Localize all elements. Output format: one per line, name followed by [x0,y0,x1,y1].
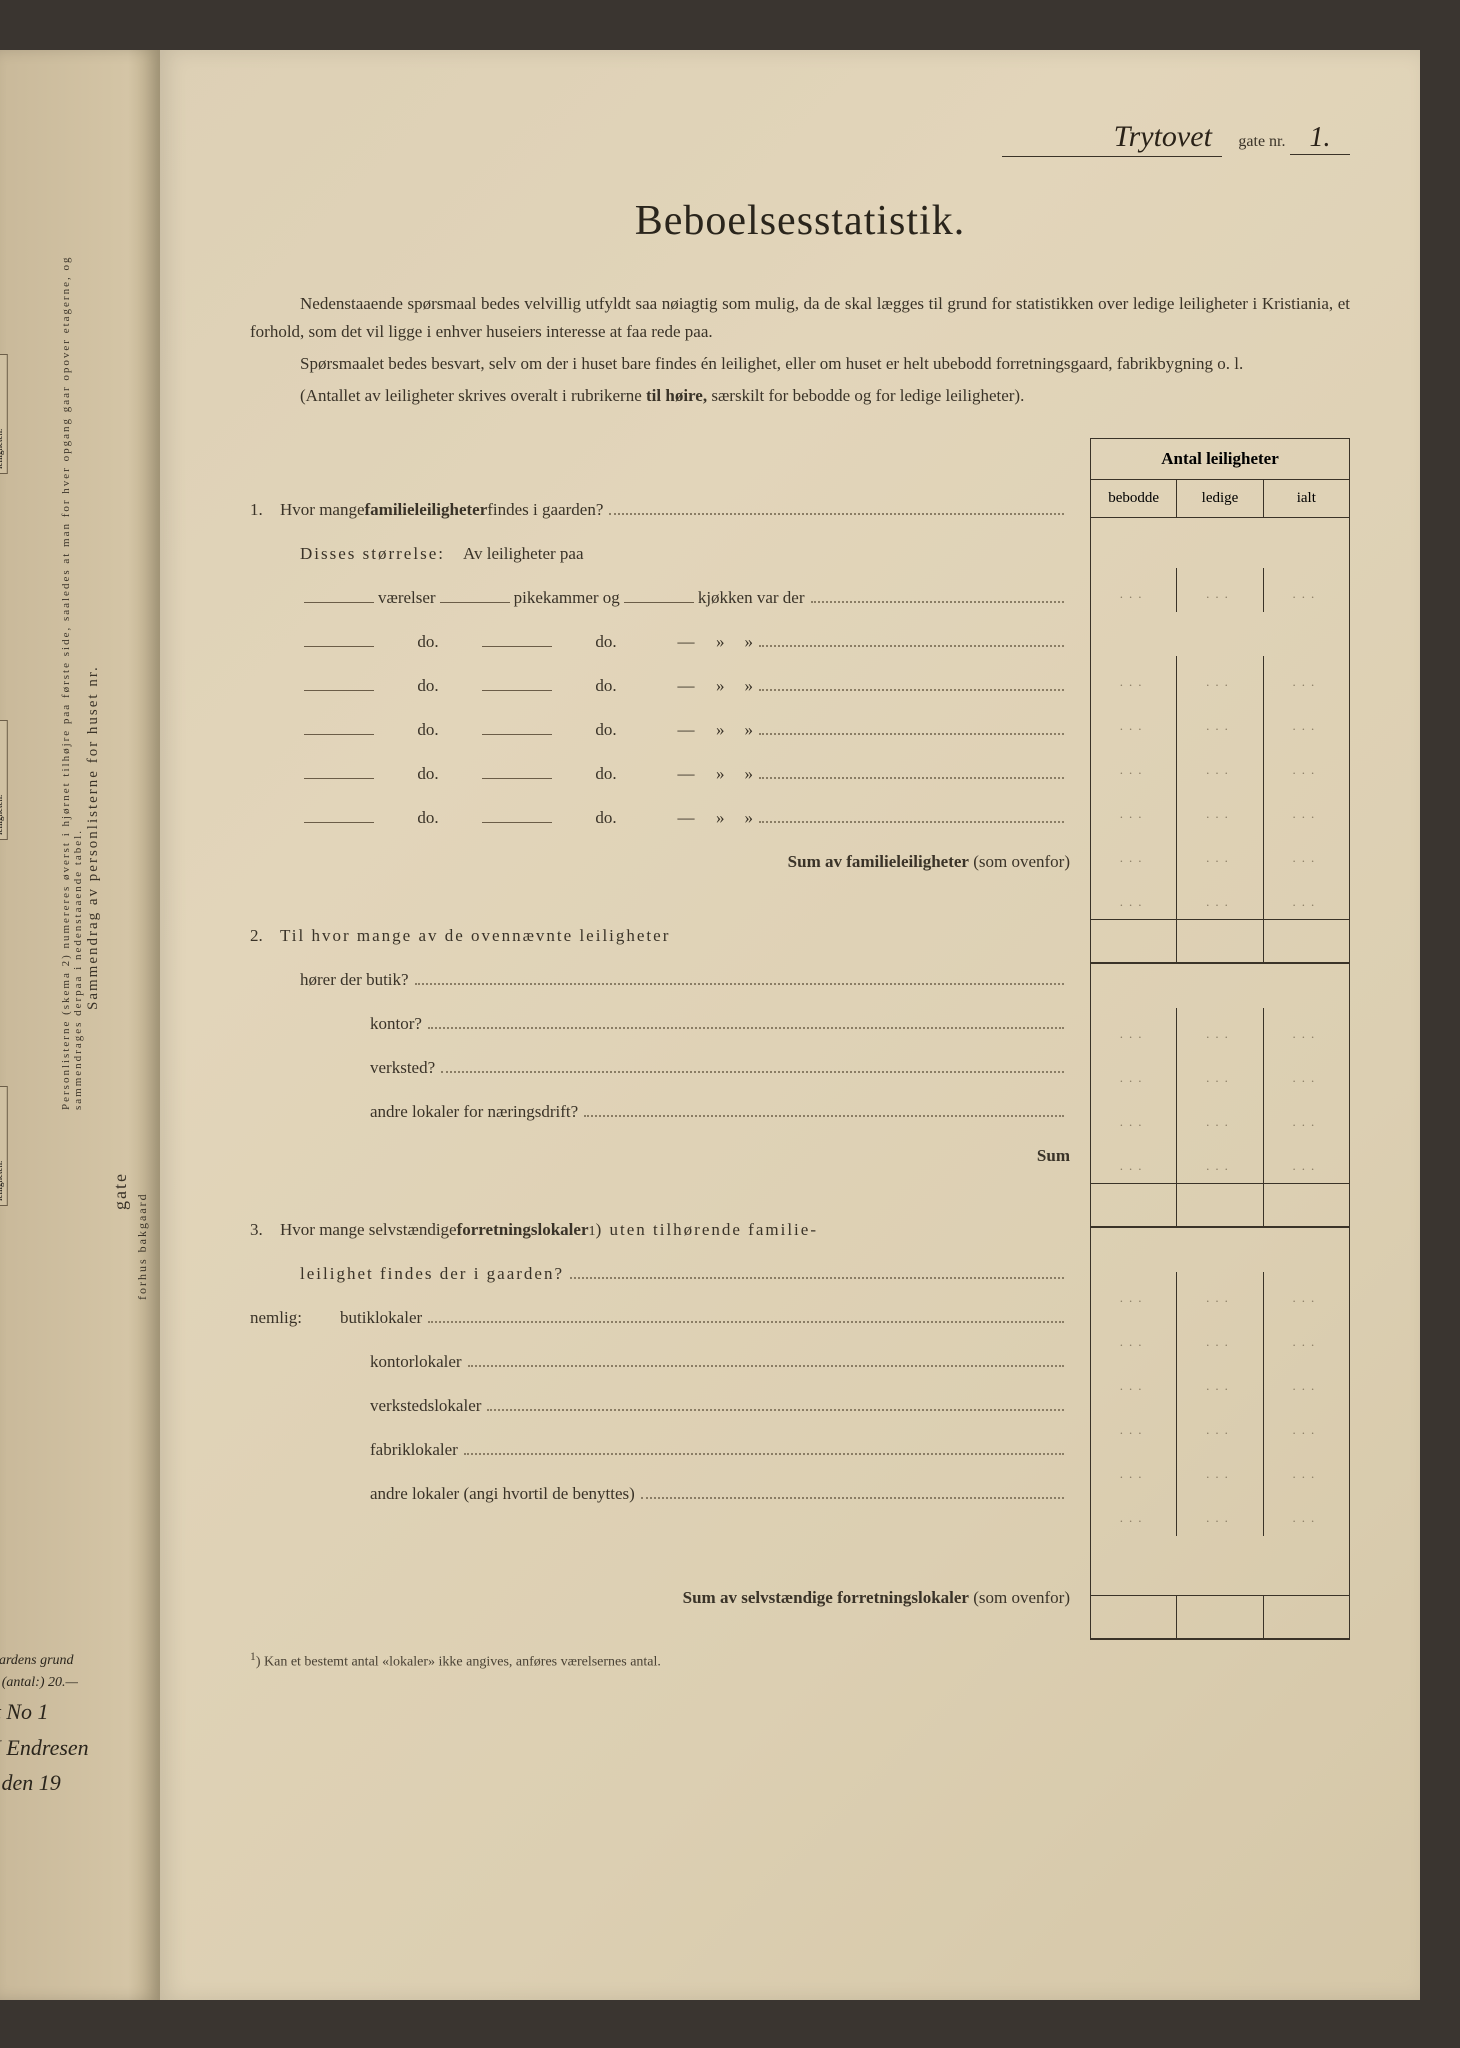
right-page: Trytovet gate nr. 1. Beboelsesstatistik.… [160,50,1420,2000]
table-row: ......... [1091,744,1349,788]
col-ialt: ialt [1264,480,1349,517]
intro-p3: (Antallet av leiligheter skrives overalt… [250,382,1350,410]
table-row: ......... [1091,568,1349,612]
hw-line5: a den 19 [0,1765,89,1800]
table-row: ......... [1091,1316,1349,1360]
left-summary-title: Sammendrag av personlisterne for huset n… [85,210,102,1010]
table-row: ......... [1091,1448,1349,1492]
q2-num: 2. [250,926,280,946]
table-row-sum [1091,920,1349,964]
table-row: ......... [1091,1140,1349,1184]
hw-line1: gaardens grund [0,1650,89,1672]
gate-nr-label: gate nr. [1238,133,1285,150]
question-2: 2. Til hvor mange av de ovennævnte leili… [250,914,1070,1178]
q1-num: 1. [250,500,280,520]
street-name-field[interactable]: Trytovet [1002,120,1222,157]
table-row-sum [1091,1596,1349,1640]
table-row: ......... [1091,1052,1349,1096]
question-1: 1. Hvor mange familieleiligheter findes … [250,488,1070,884]
table-row: ......... [1091,832,1349,876]
table-row: ......... [1091,1404,1349,1448]
table-row: ......... [1091,1272,1349,1316]
question-3: 3. Hvor mange selvstændige forretningslo… [250,1208,1070,1620]
hw-line2: de (antal:) 20.— [0,1672,89,1694]
intro-p2: Spørsmaalet bedes besvart, selv om der i… [250,350,1350,378]
table-row: ......... [1091,876,1349,920]
hw-line3: et No 1 [0,1694,89,1729]
table-row: ......... [1091,788,1349,832]
count-table: Antal leiligheter bebodde ledige ialt ..… [1090,438,1350,1640]
table-row: ......... [1091,700,1349,744]
hw-line4: H Endresen [0,1730,89,1765]
intro-text: Nedenstaaende spørsmaal bedes velvillig … [250,290,1350,410]
table-row: ......... [1091,1096,1349,1140]
table-body: ......... ......... ......... ......... … [1090,518,1350,1640]
table-row: ......... [1091,1008,1349,1052]
col-bebodde: bebodde [1091,480,1177,517]
table-row: ......... [1091,1360,1349,1404]
page-title: Beboelsesstatistik. [250,197,1350,245]
q3-num: 3. [250,1220,280,1240]
tab-hjemme-3: Hjemmehørende¹) per-soner i leiligheten. [0,1086,8,1206]
header-line: Trytovet gate nr. 1. [250,120,1350,157]
table-row: ......... [1091,1492,1349,1536]
gate-nr-field[interactable]: 1. [1290,122,1350,155]
handwriting-notes: gaardens grund de (antal:) 20.— et No 1 … [0,1650,89,1800]
left-summary-sub: Personlisterne (skema 2) numereres øvers… [60,210,84,1110]
table-row-sum [1091,1184,1349,1228]
col-ledige: ledige [1177,480,1263,517]
left-gate-label: gate [110,1130,131,1210]
table-row: ......... [1091,656,1349,700]
intro-p1: Nedenstaaende spørsmaal bedes velvillig … [250,290,1350,346]
table-title: Antal leiligheter [1091,439,1349,480]
left-margin-tabs: listens ner. Leiligheten ligger i hvilke… [0,110,12,1208]
tab-hjemme: Hjemmehørende¹) per-soner i leiligheten. [0,354,8,474]
footnote: 1) Kan et bestemt antal «lokaler» ikke a… [250,1650,1350,1671]
tab-hjemme-2: Hjemmehørende¹) per-soner i leiligheten. [0,720,8,840]
left-forhus-label: forhus bakgaard [135,1160,150,1300]
left-page: listens ner. Leiligheten ligger i hvilke… [0,50,160,2000]
